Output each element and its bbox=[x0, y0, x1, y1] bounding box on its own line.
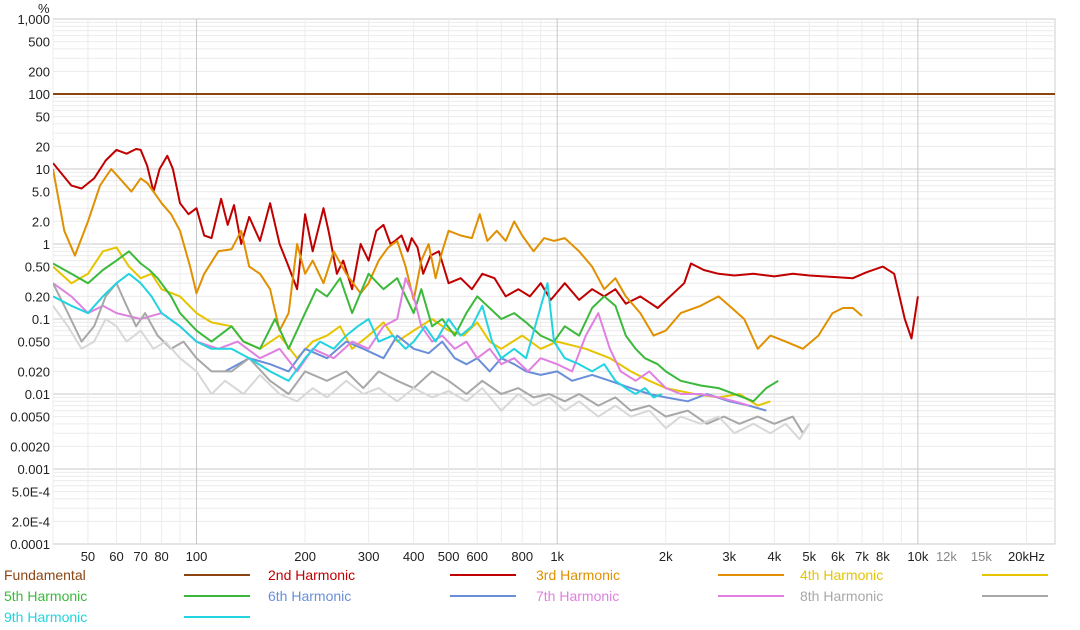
chart-legend: Fundamental 2nd Harmonic 3rd Harmonic 4th H… bbox=[4, 567, 1048, 625]
legend-label: 7th Harmonic bbox=[536, 588, 619, 604]
series-line-3rd-harmonic bbox=[53, 168, 863, 350]
y-tick-label: 2.0 bbox=[32, 214, 50, 229]
chart-grid bbox=[52, 18, 1056, 545]
legend-label: 4th Harmonic bbox=[800, 567, 883, 583]
legend-label: 3rd Harmonic bbox=[536, 567, 620, 583]
series-line-unlabeled-9 bbox=[53, 305, 811, 441]
chart-series bbox=[53, 93, 1055, 441]
series-line-9th-harmonic bbox=[53, 272, 663, 399]
y-tick-label: 5.0E-4 bbox=[12, 485, 50, 500]
x-tick-label: 7k bbox=[855, 549, 869, 564]
x-tick-label: 12k bbox=[936, 549, 957, 564]
y-tick-label: 50 bbox=[36, 110, 50, 125]
x-tick-label: 300 bbox=[358, 549, 380, 564]
x-tick-label: 6k bbox=[831, 549, 845, 564]
y-tick-label: 500 bbox=[28, 35, 50, 50]
y-tick-label: 0.0020 bbox=[10, 439, 50, 454]
legend-label: 5th Harmonic bbox=[4, 588, 87, 604]
y-tick-label: 0.020 bbox=[17, 364, 50, 379]
y-tick-label: 0.50 bbox=[25, 260, 50, 275]
y-tick-label: 100 bbox=[28, 87, 50, 102]
legend-label: 9th Harmonic bbox=[4, 609, 87, 625]
y-tick-label: 5.0 bbox=[32, 185, 50, 200]
x-tick-label: 400 bbox=[403, 549, 425, 564]
y-tick-label: 1,000 bbox=[17, 12, 50, 27]
y-tick-label: 2.0E-4 bbox=[12, 514, 50, 529]
x-tick-label: 70 bbox=[133, 549, 147, 564]
x-tick-label: 15k bbox=[971, 549, 992, 564]
legend-label: Fundamental bbox=[4, 567, 86, 583]
x-tick-label: 8k bbox=[876, 549, 890, 564]
x-tick-label: 600 bbox=[466, 549, 488, 564]
legend-label: 8th Harmonic bbox=[800, 588, 883, 604]
series-line-5th-harmonic bbox=[53, 250, 779, 403]
legend-label: 6th Harmonic bbox=[268, 588, 351, 604]
x-tick-label: 80 bbox=[154, 549, 168, 564]
y-tick-label: 0.050 bbox=[17, 335, 50, 350]
x-tick-label: 5k bbox=[802, 549, 816, 564]
x-tick-label: 3k bbox=[722, 549, 736, 564]
y-tick-label: 0.0050 bbox=[10, 410, 50, 425]
y-tick-label: 0.0001 bbox=[10, 537, 50, 552]
y-tick-label: 0.20 bbox=[25, 289, 50, 304]
series-line-2nd-harmonic bbox=[53, 148, 919, 340]
series-line-6th-harmonic bbox=[224, 334, 767, 412]
x-tick-label: 200 bbox=[294, 549, 316, 564]
legend-label: 2nd Harmonic bbox=[268, 567, 355, 583]
x-axis-ticks: 50 60 70 80 100 200 300 400 500 600 800 1k 2k 3k 4k 5k 6… bbox=[81, 549, 1045, 564]
x-tick-label: 20kHz bbox=[1008, 549, 1045, 564]
y-tick-label: 0.1 bbox=[32, 312, 50, 327]
x-tick-label: 10k bbox=[907, 549, 928, 564]
x-tick-label: 1k bbox=[550, 549, 564, 564]
y-tick-label: 10 bbox=[36, 162, 50, 177]
y-tick-label: 20 bbox=[36, 139, 50, 154]
x-tick-label: 50 bbox=[81, 549, 95, 564]
y-tick-label: 1 bbox=[43, 237, 50, 252]
y-tick-label: 200 bbox=[28, 64, 50, 79]
x-tick-label: 2k bbox=[659, 549, 673, 564]
y-axis-unit-label: % bbox=[38, 1, 50, 16]
y-tick-label: 0.001 bbox=[17, 462, 50, 477]
x-tick-label: 60 bbox=[109, 549, 123, 564]
x-tick-label: 800 bbox=[511, 549, 533, 564]
x-tick-label: 4k bbox=[767, 549, 781, 564]
y-axis-ticks: 1,000 500 200 100 50 20 10 5.0 2.0 1 0.50 0.20 0.1 0.… bbox=[10, 12, 50, 552]
y-tick-label: 0.01 bbox=[25, 387, 50, 402]
x-tick-label: 500 bbox=[438, 549, 460, 564]
series-line-4th-harmonic bbox=[53, 246, 771, 407]
x-tick-label: 100 bbox=[186, 549, 208, 564]
